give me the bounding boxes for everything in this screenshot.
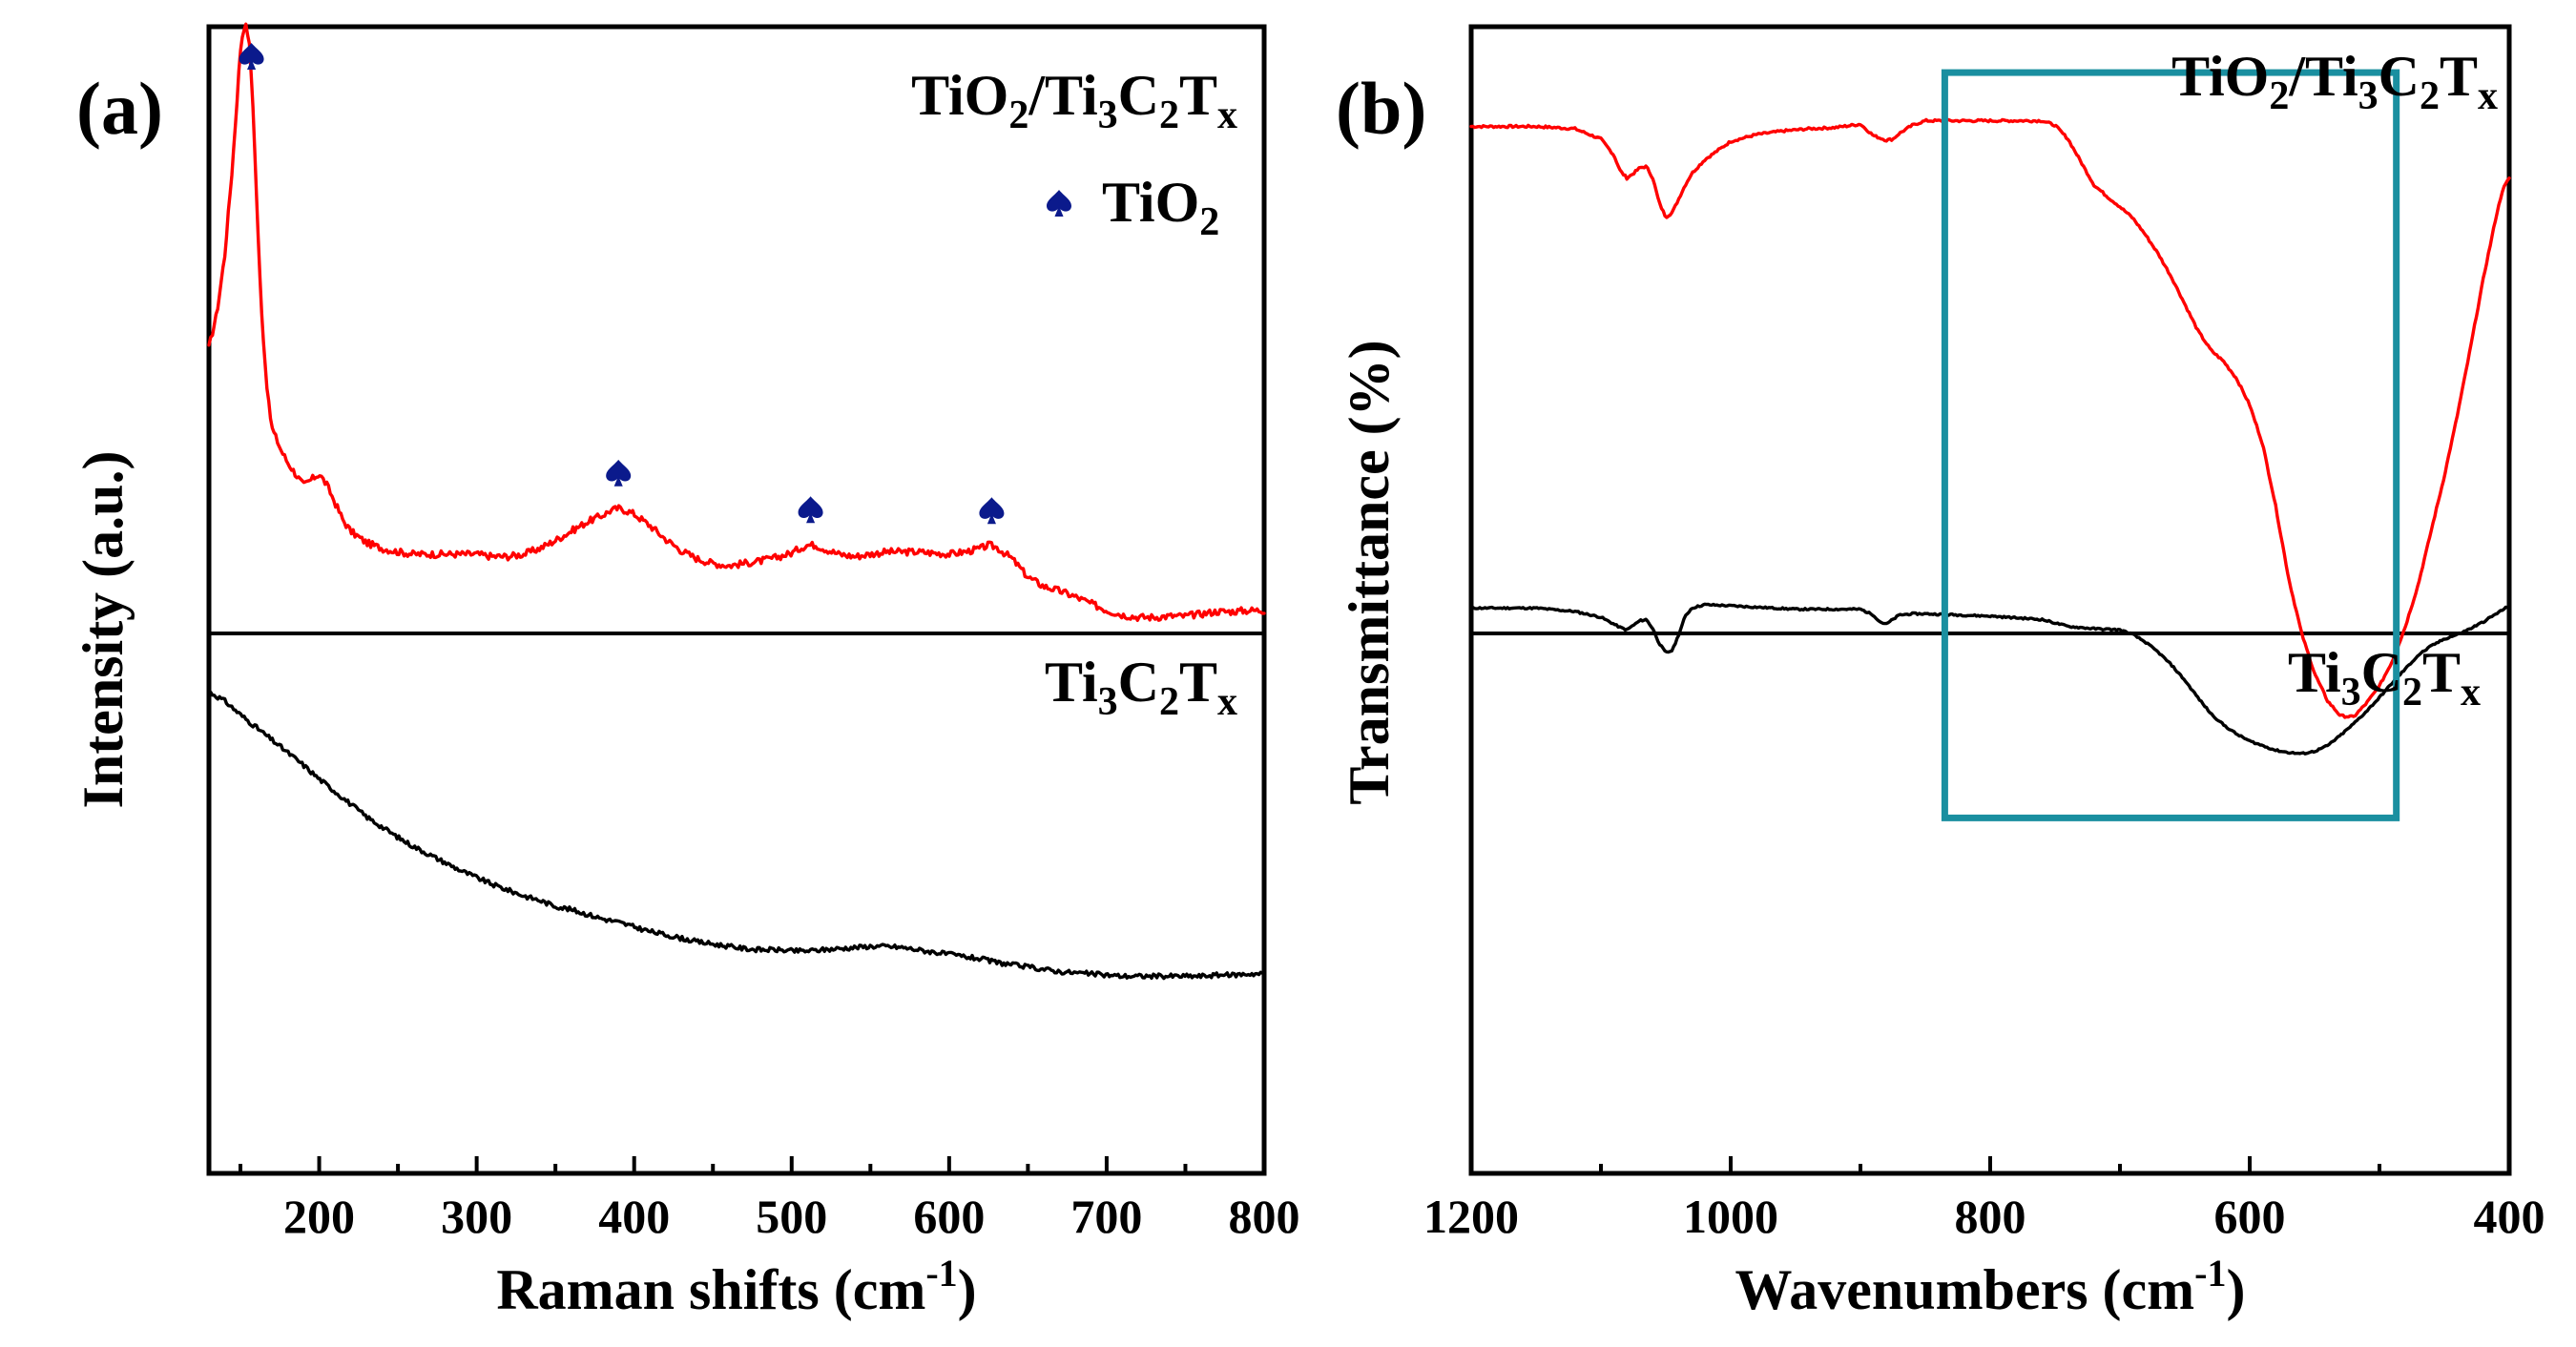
panel-b-x-tick-label: 1200 bbox=[1423, 1190, 1519, 1243]
panel-a-frame bbox=[206, 24, 1267, 1176]
panel-a-x-tick-label: 300 bbox=[441, 1190, 512, 1243]
panel-a-series-ti3c2tx bbox=[207, 690, 1266, 981]
panel-a-x-tick-label: 400 bbox=[598, 1190, 670, 1243]
panel-a-legend-label: TiO2 bbox=[1102, 171, 1219, 244]
panel-b-top-series-label: TiO2/Ti3C2Tx bbox=[2171, 45, 2498, 118]
panel-b-series-ti3c2tx bbox=[1469, 602, 2511, 756]
panel-a-series-tio2-ti3c2tx bbox=[207, 22, 1266, 622]
panel-a-top-series-label: TiO2/Ti3C2Tx bbox=[911, 64, 1237, 137]
panel-a-raman: 200 300 400 500 600 700 800 (a) TiO2/Ti3C2Tx T… bbox=[72, 22, 1300, 1321]
panel-b-bottom-series-label: Ti3C2Tx bbox=[2288, 641, 2481, 715]
panel-b-x-tick-label: 400 bbox=[2474, 1190, 2545, 1243]
panel-b-x-tick-label: 600 bbox=[2214, 1190, 2286, 1243]
panel-a-y-axis-label: Intensity (a.u.) bbox=[72, 450, 135, 808]
panel-a-legend: TiO2 bbox=[1047, 171, 1219, 244]
panel-a-x-tick-label: 500 bbox=[756, 1190, 827, 1243]
panel-a-x-tick-label: 600 bbox=[913, 1190, 985, 1243]
panel-a-label: (a) bbox=[76, 67, 163, 150]
panel-a-bottom-series-label: Ti3C2Tx bbox=[1045, 651, 1237, 724]
panel-b-label: (b) bbox=[1336, 67, 1426, 150]
panel-a-x-tick-label: 700 bbox=[1070, 1190, 1142, 1243]
spade-icon bbox=[606, 459, 632, 487]
panel-b-highlight-box bbox=[1941, 69, 2400, 821]
panel-a-x-tick-labels: 200 300 400 500 600 700 800 bbox=[283, 1190, 1299, 1243]
spade-icon bbox=[239, 43, 264, 70]
panel-b-x-tick-label: 800 bbox=[1955, 1190, 2026, 1243]
panel-a-x-axis-label: Raman shifts (cm-1) bbox=[496, 1252, 976, 1321]
spade-icon bbox=[979, 497, 1005, 525]
panel-a-x-tick-label: 200 bbox=[283, 1190, 355, 1243]
spade-icon bbox=[798, 496, 823, 524]
panel-b-ftir: 1200 1000 800 600 400 (b) TiO2/Ti3C2Tx Ti3C2… bbox=[1336, 24, 2545, 1321]
panel-a-tio2-markers bbox=[239, 43, 1005, 525]
panel-b-x-ticks bbox=[1469, 1156, 2511, 1173]
panel-b-series-tio2-ti3c2tx bbox=[1469, 117, 2511, 719]
panel-a-x-tick-label: 800 bbox=[1229, 1190, 1300, 1243]
panel-b-x-axis-label: Wavenumbers (cm-1) bbox=[1735, 1252, 2246, 1321]
spade-icon bbox=[1047, 190, 1071, 217]
panel-a-x-ticks bbox=[239, 1156, 1266, 1173]
panel-b-y-axis-label: Transmittance (%) bbox=[1338, 340, 1401, 804]
panel-b-x-tick-label: 1000 bbox=[1683, 1190, 1778, 1243]
panel-b-frame bbox=[1468, 24, 2512, 1176]
panel-b-x-tick-labels: 1200 1000 800 600 400 bbox=[1423, 1190, 2545, 1243]
